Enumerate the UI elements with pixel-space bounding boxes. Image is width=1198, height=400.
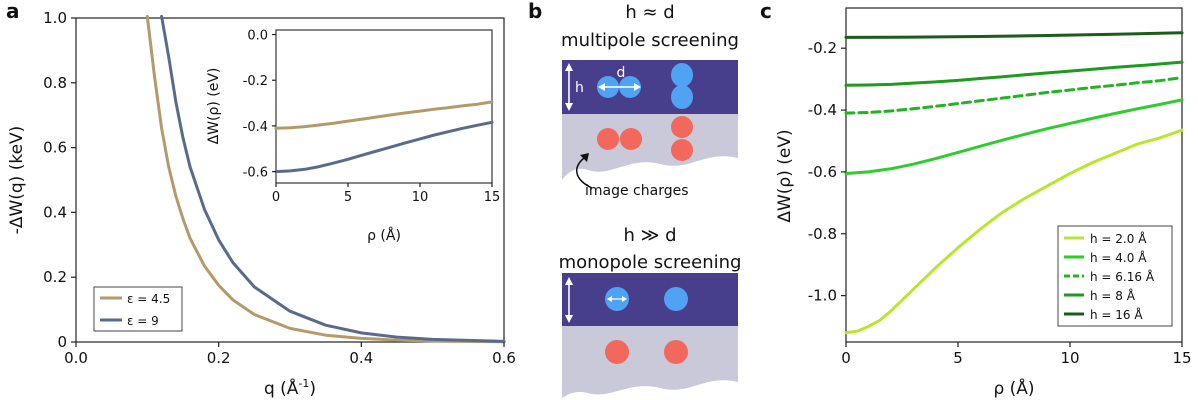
panel-c-y-tick-label: -0.4 bbox=[808, 101, 837, 119]
electron-vertical-bottom bbox=[671, 85, 693, 109]
panel-a-main-plot: 0.0 0.2 0.4 0.6 0 0.2 0.4 0.6 0.8 1.0 bbox=[43, 9, 516, 367]
panel-a-letter: a bbox=[6, 0, 20, 23]
d-arrow-small bbox=[607, 296, 627, 302]
panel-a-legend-box bbox=[93, 286, 183, 332]
panel-b-top-schematic: h ≈ d multipole screening h d bbox=[561, 2, 739, 199]
inset-x-tick-label: 10 bbox=[412, 190, 429, 205]
legend-label-h-616: h = 6.16 Å bbox=[1090, 269, 1155, 284]
panel-a-x-tick-label: 0.2 bbox=[207, 349, 231, 367]
panel-a-y-tick-label: 0 bbox=[57, 333, 67, 351]
top-title-h-approx-d: h ≈ d bbox=[625, 2, 674, 23]
top-title-multipole-screening: multipole screening bbox=[561, 30, 739, 51]
inset-frame bbox=[275, 29, 493, 184]
inset-y-tick-label: -0.6 bbox=[243, 166, 268, 181]
panel-a-x-tick-label: 0.6 bbox=[492, 349, 516, 367]
panel-c-ticks: 0 5 10 15 -0.2 -0.4 -0.6 -0.8 -1.0 bbox=[808, 39, 1192, 367]
monopole-image-right bbox=[664, 340, 688, 364]
panel-c-series-h-8 bbox=[844, 60, 1184, 87]
panel-a-y-tick-label: 0.8 bbox=[43, 74, 67, 92]
electron-vertical-top bbox=[671, 63, 693, 87]
image-charge-vertical-top bbox=[671, 116, 693, 138]
panel-c-x-axis-title: ρ (Å) bbox=[993, 377, 1034, 399]
inset-x-tick-label: 15 bbox=[484, 190, 501, 205]
h-arrow-bottom bbox=[565, 277, 573, 323]
inset-x-tick-label: 5 bbox=[344, 190, 352, 205]
label-d: d bbox=[617, 65, 626, 81]
inset-series-9 bbox=[274, 120, 494, 174]
monopole-electron-right bbox=[664, 287, 688, 311]
legend-label-h-2: h = 2.0 Å bbox=[1090, 231, 1147, 246]
panel-a-series-4-5 bbox=[145, 14, 506, 344]
panel-c-y-axis-title: ΔW(ρ) (eV) bbox=[775, 129, 795, 222]
panel-b-letter: b bbox=[528, 0, 542, 23]
panel-c-y-tick-label: -1.0 bbox=[808, 287, 837, 305]
image-charge-right bbox=[620, 128, 642, 150]
inset-y-tick-label: -0.2 bbox=[243, 74, 268, 89]
inset-series-4-5 bbox=[274, 100, 494, 130]
panel-a-y-tick-label: 1.0 bbox=[43, 9, 67, 27]
inset-curves bbox=[274, 100, 494, 174]
bottom-title-h-much-greater-d: h ≫ d bbox=[623, 225, 676, 246]
panel-c-y-tick-label: -0.8 bbox=[808, 225, 837, 243]
image-charge-vertical-bottom bbox=[671, 139, 693, 161]
image-charges-label: image charges bbox=[585, 183, 689, 199]
d-arrow bbox=[598, 83, 641, 91]
legend-label-eps-9: ε = 9 bbox=[127, 314, 159, 328]
panel-c-x-tick-label: 0 bbox=[841, 349, 851, 367]
panel-c-y-tick-label: -0.2 bbox=[808, 39, 837, 57]
panel-a-inset: 0 5 10 15 0.0 -0.2 -0.4 -0.6 ρ (Å) ΔW(ρ) (eV) bbox=[206, 29, 500, 244]
panel-a-x-axis-title: q (Å-1) bbox=[264, 377, 316, 399]
top-dielectric-slab bbox=[562, 60, 738, 114]
panel-a-ticks: 0.0 0.2 0.4 0.6 0 0.2 0.4 0.6 0.8 1.0 bbox=[43, 9, 516, 367]
inset-ticks: 0 5 10 15 0.0 -0.2 -0.4 -0.6 bbox=[243, 29, 501, 205]
bottom-dielectric-underlayer bbox=[562, 324, 738, 398]
top-dielectric-underlayer bbox=[562, 112, 738, 180]
panel-c-x-tick-label: 5 bbox=[953, 349, 963, 367]
panel-a-y-axis-title: -ΔW(q) (keV) bbox=[7, 126, 27, 235]
legend-label-h-4: h = 4.0 Å bbox=[1090, 250, 1147, 265]
panel-a-y-tick-label: 0.4 bbox=[43, 203, 67, 221]
panel-a-series-9 bbox=[160, 14, 506, 343]
panel-c-series-h-6-16 bbox=[844, 76, 1184, 115]
panel-b-bottom-schematic: h ≫ d monopole screening bbox=[559, 225, 742, 398]
panel-c-y-tick-label: -0.6 bbox=[808, 163, 837, 181]
h-arrow bbox=[565, 63, 573, 111]
inset-x-axis-title: ρ (Å) bbox=[367, 227, 401, 244]
panel-c-curves bbox=[844, 31, 1184, 335]
inset-x-tick-label: 0 bbox=[272, 190, 280, 205]
panel-a-y-tick-label: 0.6 bbox=[43, 139, 67, 157]
bottom-dielectric-slab bbox=[562, 273, 738, 326]
panel-c-x-tick-label: 15 bbox=[1172, 349, 1191, 367]
panel-a-curves bbox=[145, 14, 506, 344]
panel-c-series-h-16 bbox=[844, 31, 1184, 39]
panel-c-plot: 0 5 10 15 -0.2 -0.4 -0.6 -0.8 -1.0 bbox=[808, 7, 1192, 367]
image-charges-pointer bbox=[576, 153, 593, 189]
inset-y-tick-label: 0.0 bbox=[247, 29, 268, 44]
panel-a-legend: ε = 4.5 ε = 9 bbox=[93, 286, 183, 332]
panel-c-legend: h = 2.0 Å h = 4.0 Å h = 6.16 Å h = 8 Å h… bbox=[1057, 225, 1173, 327]
panel-a-x-tick-label: 0.0 bbox=[64, 349, 88, 367]
monopole-image-left bbox=[605, 340, 629, 364]
bottom-title-monopole-screening: monopole screening bbox=[559, 252, 742, 273]
panel-a-x-tick-label: 0.4 bbox=[349, 349, 373, 367]
legend-label-h-8: h = 8 Å bbox=[1090, 288, 1136, 303]
panel-c-x-tick-label: 10 bbox=[1060, 349, 1079, 367]
panel-a-frame bbox=[75, 17, 505, 343]
panel-c-series-h-2-0 bbox=[844, 128, 1184, 335]
panel-c-series-h-4-0 bbox=[844, 98, 1184, 175]
image-charge-left bbox=[597, 128, 619, 150]
label-h: h bbox=[575, 80, 584, 96]
inset-y-axis-title: ΔW(ρ) (eV) bbox=[206, 68, 222, 145]
panel-a-y-tick-label: 0.2 bbox=[43, 268, 67, 286]
inset-y-tick-label: -0.4 bbox=[243, 120, 268, 135]
legend-label-eps-4-5: ε = 4.5 bbox=[127, 292, 170, 306]
legend-label-h-16: h = 16 Å bbox=[1090, 307, 1143, 322]
panel-c-letter: c bbox=[760, 0, 772, 23]
